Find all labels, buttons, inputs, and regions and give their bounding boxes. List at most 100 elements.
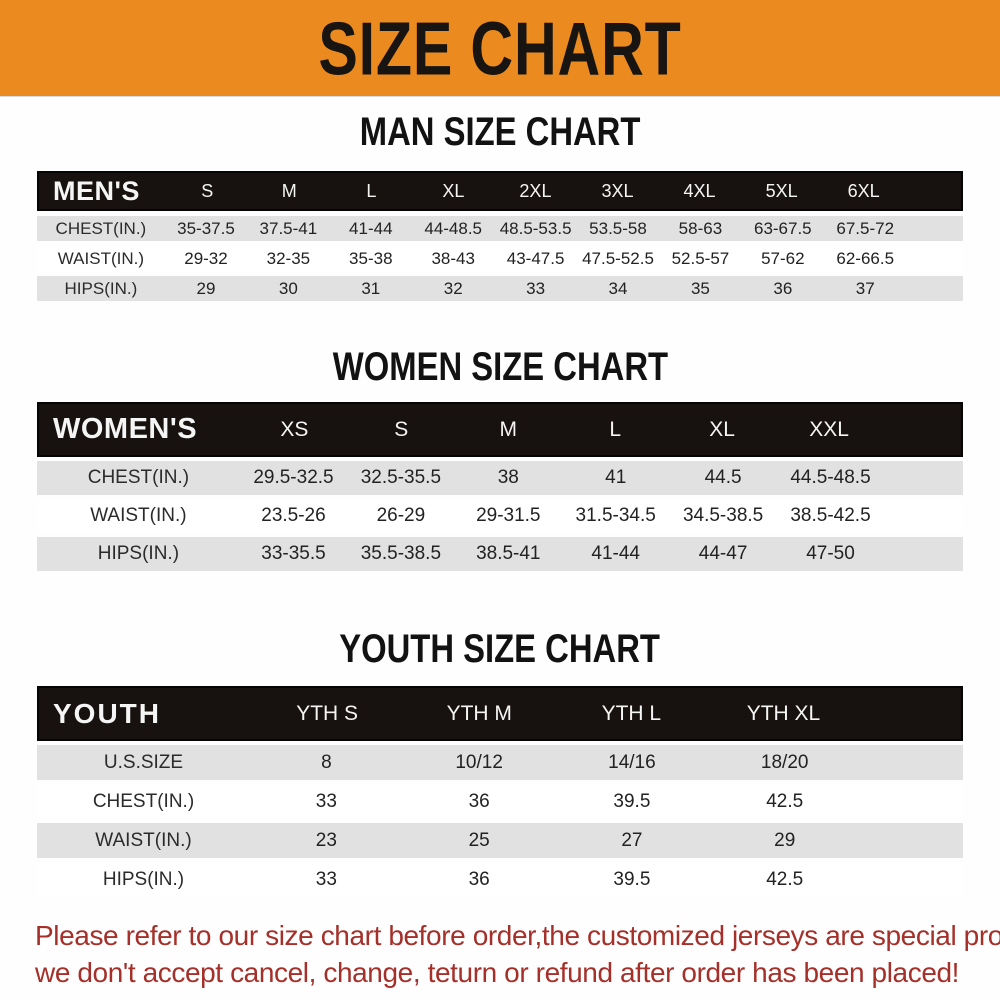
table-row: HIPS(IN.) 33-35.5 35.5-38.5 38.5-41 41-44 44-…: [37, 537, 963, 571]
row-label: HIPS(IN.): [102, 868, 185, 890]
size-cell: 29-31.5: [476, 505, 541, 526]
table-row: CHEST(IN.) 33 36 39.5 42.5: [37, 784, 963, 819]
man-size-chart-title: MAN SIZE CHART: [359, 110, 641, 154]
column-header-5xl: 5XL: [765, 180, 798, 201]
column-header-4xl: 4XL: [683, 180, 716, 201]
size-cell: 25: [468, 829, 490, 851]
table-row: HIPS(IN.) 33 36 39.5 42.5: [37, 862, 963, 897]
size-cell: 10/12: [455, 751, 503, 773]
youth-size-chart-title: YOUTH SIZE CHART: [339, 627, 661, 671]
size-cell: 29: [774, 829, 796, 851]
order-disclaimer: Please refer to our size chart before or…: [0, 917, 1000, 991]
size-cell: 33: [315, 790, 337, 812]
size-cell: 39.5: [613, 868, 651, 890]
size-cell: 44.5-48.5: [790, 467, 871, 488]
row-label: HIPS(IN.): [64, 278, 138, 298]
size-cell: 35.5-38.5: [360, 543, 442, 564]
column-header-yth-l: YTH L: [601, 701, 662, 725]
size-cell: 41-44: [349, 218, 393, 238]
size-cell: 37: [855, 278, 875, 298]
table-row: WAIST(IN.) 29-32 32-35 35-38 38-43 43-47.5 47.…: [37, 246, 963, 271]
column-header-m: M: [499, 417, 518, 441]
size-cell: 33: [315, 868, 337, 890]
disclaimer-line-2: we don't accept cancel, change, teturn o…: [35, 957, 960, 989]
size-cell: 14/16: [608, 751, 656, 773]
column-header-l: L: [366, 180, 377, 201]
size-cell: 44-48.5: [424, 218, 483, 238]
table-row: HIPS(IN.) 29 30 31 32 33 34 35 36 37: [37, 276, 963, 301]
size-cell: 30: [278, 278, 298, 298]
size-cell: 33: [526, 278, 546, 298]
size-cell: 31.5-34.5: [575, 505, 656, 526]
table-row: CHEST(IN.) 35-37.5 37.5-41 41-44 44-48.5 48.5…: [37, 216, 963, 241]
size-cell: 23: [315, 829, 337, 851]
disclaimer-line-1: Please refer to our size chart before or…: [35, 920, 1000, 951]
row-label: WAIST(IN.): [57, 248, 145, 268]
size-cell: 47-50: [806, 543, 855, 564]
row-label: WAIST(IN.): [95, 829, 192, 851]
size-cell: 27: [621, 829, 643, 851]
row-label: U.S.SIZE: [103, 751, 184, 773]
youth-size-table: YOUTH YTH S YTH M YTH L YTH XL U.S.SIZE 8 10/12…: [37, 686, 963, 897]
row-label: HIPS(IN.): [97, 543, 180, 564]
size-cell: 35-37.5: [177, 218, 235, 238]
column-header-xl: XL: [442, 180, 465, 201]
column-header-3xl: 3XL: [601, 180, 634, 201]
women-size-chart-title: WOMEN SIZE CHART: [332, 345, 668, 389]
row-label: CHEST(IN.): [55, 218, 147, 238]
size-cell: 35: [690, 278, 710, 298]
size-cell: 23.5-26: [261, 505, 326, 526]
column-header-xs: XS: [280, 417, 309, 441]
size-cell: 29.5-32.5: [253, 467, 334, 488]
size-cell: 41-44: [591, 543, 640, 564]
column-header-s: S: [394, 417, 409, 441]
column-header-xxl: XXL: [809, 417, 849, 441]
size-cell: 67.5-72: [836, 218, 895, 238]
size-cell: 41: [605, 467, 627, 488]
column-header-l: L: [609, 417, 622, 441]
size-cell: 47.5-52.5: [582, 248, 654, 268]
size-cell: 31: [361, 278, 381, 298]
size-chart-title: SIZE CHART: [318, 5, 682, 91]
column-header-xl: XL: [709, 417, 735, 441]
size-cell: 43-47.5: [506, 248, 565, 268]
size-cell: 63-67.5: [753, 218, 812, 238]
size-chart-banner: SIZE CHART: [0, 0, 1000, 97]
size-cell: 34.5-38.5: [682, 505, 764, 526]
size-cell: 58-63: [678, 218, 723, 238]
size-cell: 34: [608, 278, 628, 298]
size-cell: 32.5-35.5: [360, 467, 442, 488]
table-row: WAIST(IN.) 23.5-26 26-29 29-31.5 31.5-34.5 34…: [37, 499, 963, 533]
youth-table-header: YOUTH YTH S YTH M YTH L YTH XL: [37, 686, 963, 741]
size-cell: 38: [497, 467, 519, 488]
size-cell: 36: [468, 790, 490, 812]
table-row: U.S.SIZE 8 10/12 14/16 18/20: [37, 745, 963, 780]
column-header-s: S: [201, 180, 214, 201]
men-header-label: MEN'S: [53, 175, 140, 206]
row-label: WAIST(IN.): [90, 505, 187, 526]
size-cell: 38.5-42.5: [790, 505, 871, 526]
size-cell: 26-29: [376, 505, 426, 526]
size-cell: 36: [468, 868, 490, 890]
size-cell: 44-47: [698, 543, 748, 564]
size-cell: 18/20: [760, 751, 809, 773]
size-cell: 38-43: [431, 248, 475, 268]
column-header-yth-xl: YTH XL: [746, 701, 821, 725]
women-size-table: WOMEN'S XS S M L XL XXL CHEST(IN.) 29.5-32.5 32.5…: [37, 402, 963, 571]
column-header-m: M: [281, 180, 297, 201]
size-cell: 48.5-53.5: [499, 218, 572, 238]
size-cell: 52.5-57: [671, 248, 730, 268]
size-cell: 42.5: [766, 790, 804, 812]
column-header-6xl: 6XL: [847, 180, 880, 201]
size-cell: 29-32: [184, 248, 228, 268]
size-cell: 32-35: [266, 248, 311, 268]
table-row: WAIST(IN.) 23 25 27 29: [37, 823, 963, 858]
size-cell: 32: [443, 278, 463, 298]
column-header-yth-m: YTH M: [446, 701, 512, 725]
row-label: CHEST(IN.): [92, 790, 195, 812]
size-cell: 29: [196, 278, 216, 298]
youth-header-label: YOUTH: [53, 697, 161, 729]
table-row: CHEST(IN.) 29.5-32.5 32.5-35.5 38 41 44.5 44.5…: [37, 461, 963, 495]
size-cell: 36: [773, 278, 793, 298]
